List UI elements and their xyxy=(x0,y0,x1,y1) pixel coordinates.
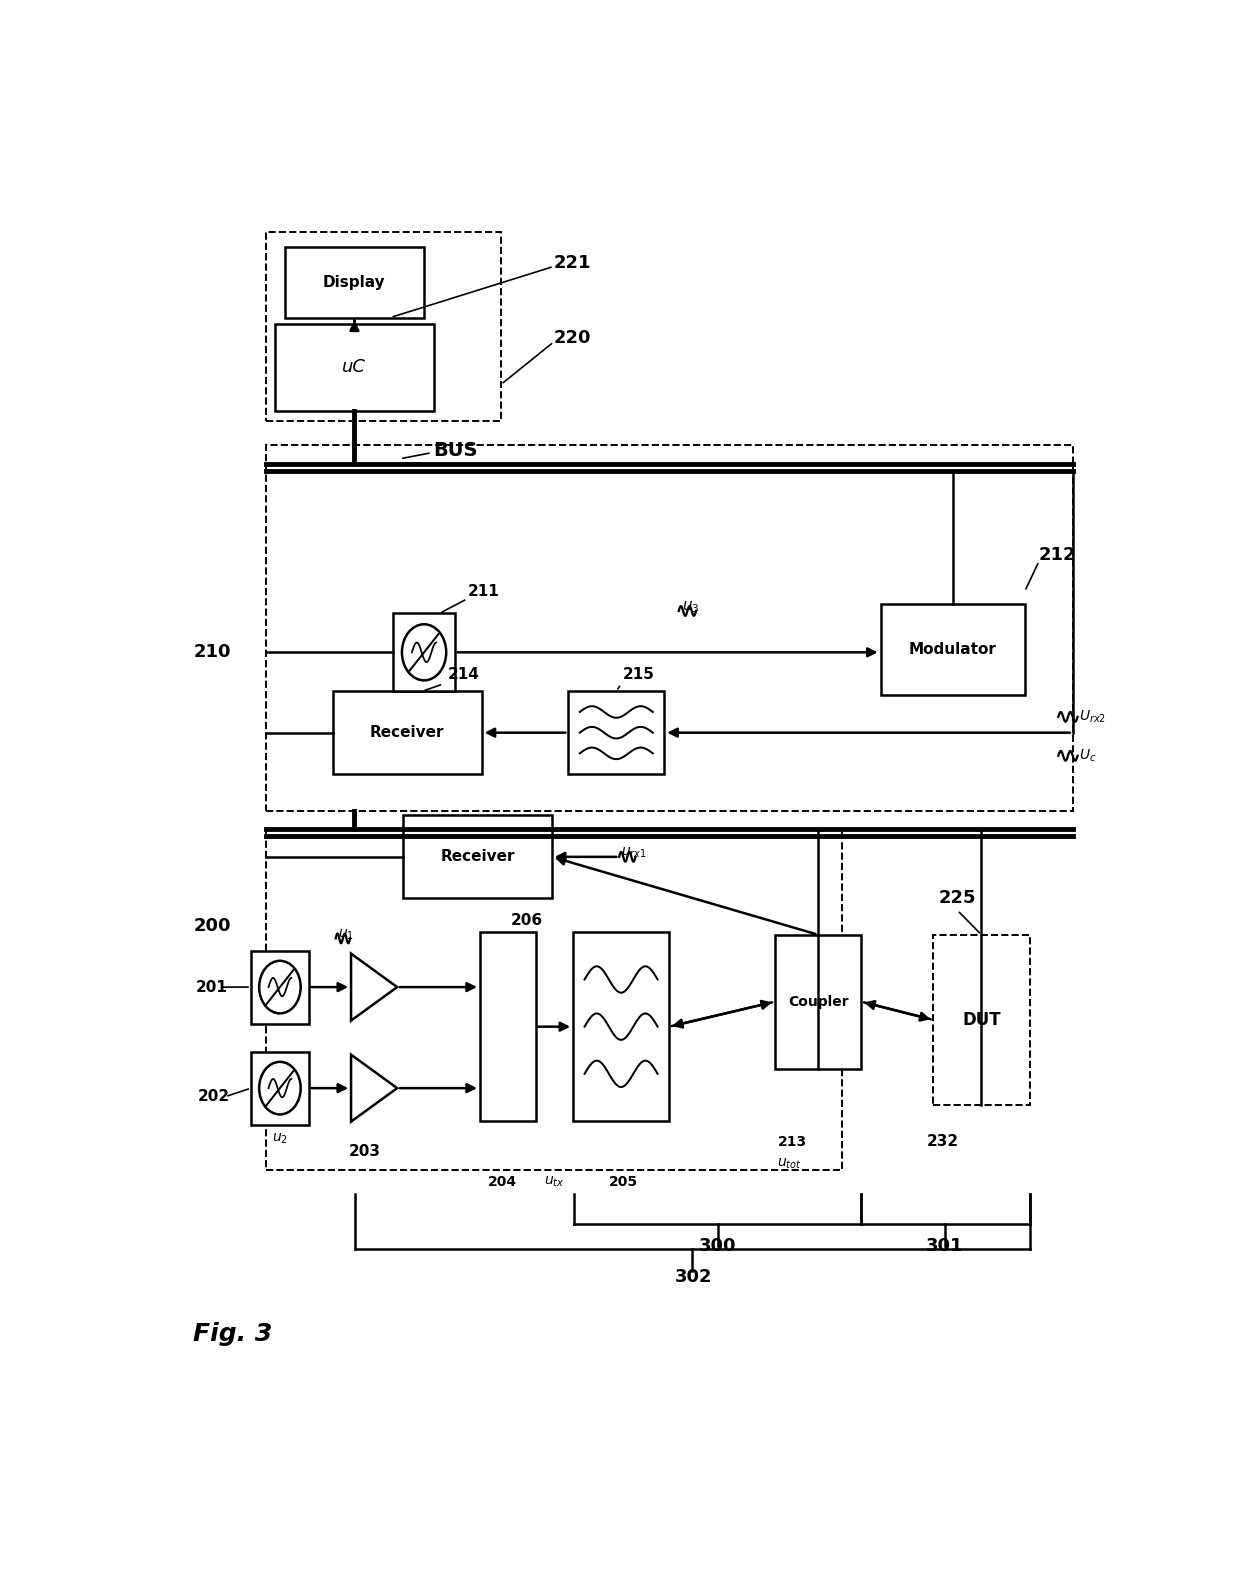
FancyBboxPatch shape xyxy=(568,691,665,775)
Text: 220: 220 xyxy=(554,329,591,348)
Text: BUS: BUS xyxy=(434,441,479,460)
Text: 232: 232 xyxy=(928,1134,959,1149)
Text: 212: 212 xyxy=(1039,545,1076,564)
Text: $u_{rx1}$: $u_{rx1}$ xyxy=(621,846,647,860)
Text: Fig. 3: Fig. 3 xyxy=(193,1322,273,1345)
Text: 206: 206 xyxy=(511,912,543,928)
FancyBboxPatch shape xyxy=(573,933,670,1121)
Text: 201: 201 xyxy=(196,980,227,994)
Text: 225: 225 xyxy=(939,889,976,907)
Text: 205: 205 xyxy=(609,1175,637,1189)
Text: 203: 203 xyxy=(348,1145,381,1159)
Text: 202: 202 xyxy=(198,1089,231,1104)
Text: $u_2$: $u_2$ xyxy=(272,1132,288,1146)
Text: 200: 200 xyxy=(193,917,231,936)
Text: $U_c$: $U_c$ xyxy=(1080,748,1097,764)
Text: $U_{rx2}$: $U_{rx2}$ xyxy=(1080,708,1106,726)
Text: 301: 301 xyxy=(926,1238,963,1255)
FancyBboxPatch shape xyxy=(775,934,862,1069)
Text: Receiver: Receiver xyxy=(370,726,444,740)
Text: 210: 210 xyxy=(193,643,231,661)
FancyBboxPatch shape xyxy=(275,324,434,411)
Text: 302: 302 xyxy=(675,1268,712,1285)
Text: 221: 221 xyxy=(554,255,591,272)
Text: 211: 211 xyxy=(467,583,498,599)
Text: $u_{tot}$: $u_{tot}$ xyxy=(777,1156,801,1172)
Text: 213: 213 xyxy=(777,1135,807,1149)
Text: Receiver: Receiver xyxy=(440,849,515,865)
Text: uC: uC xyxy=(342,359,366,376)
FancyBboxPatch shape xyxy=(250,1051,309,1124)
Text: Display: Display xyxy=(324,275,386,289)
Text: DUT: DUT xyxy=(962,1010,1001,1029)
Text: $u_{tx}$: $u_{tx}$ xyxy=(543,1175,564,1189)
Text: $u_3$: $u_3$ xyxy=(682,599,699,615)
Text: Coupler: Coupler xyxy=(787,994,848,1009)
FancyBboxPatch shape xyxy=(332,691,481,775)
FancyBboxPatch shape xyxy=(250,950,309,1023)
FancyBboxPatch shape xyxy=(285,247,424,318)
Text: Modulator: Modulator xyxy=(909,642,997,656)
Text: 300: 300 xyxy=(698,1238,735,1255)
Text: 214: 214 xyxy=(448,667,480,681)
Text: $u_1$: $u_1$ xyxy=(337,928,353,942)
Text: 215: 215 xyxy=(622,667,655,681)
Text: 204: 204 xyxy=(489,1175,517,1189)
FancyBboxPatch shape xyxy=(480,933,536,1121)
FancyBboxPatch shape xyxy=(403,816,552,898)
FancyBboxPatch shape xyxy=(880,604,1024,696)
FancyBboxPatch shape xyxy=(393,613,455,691)
